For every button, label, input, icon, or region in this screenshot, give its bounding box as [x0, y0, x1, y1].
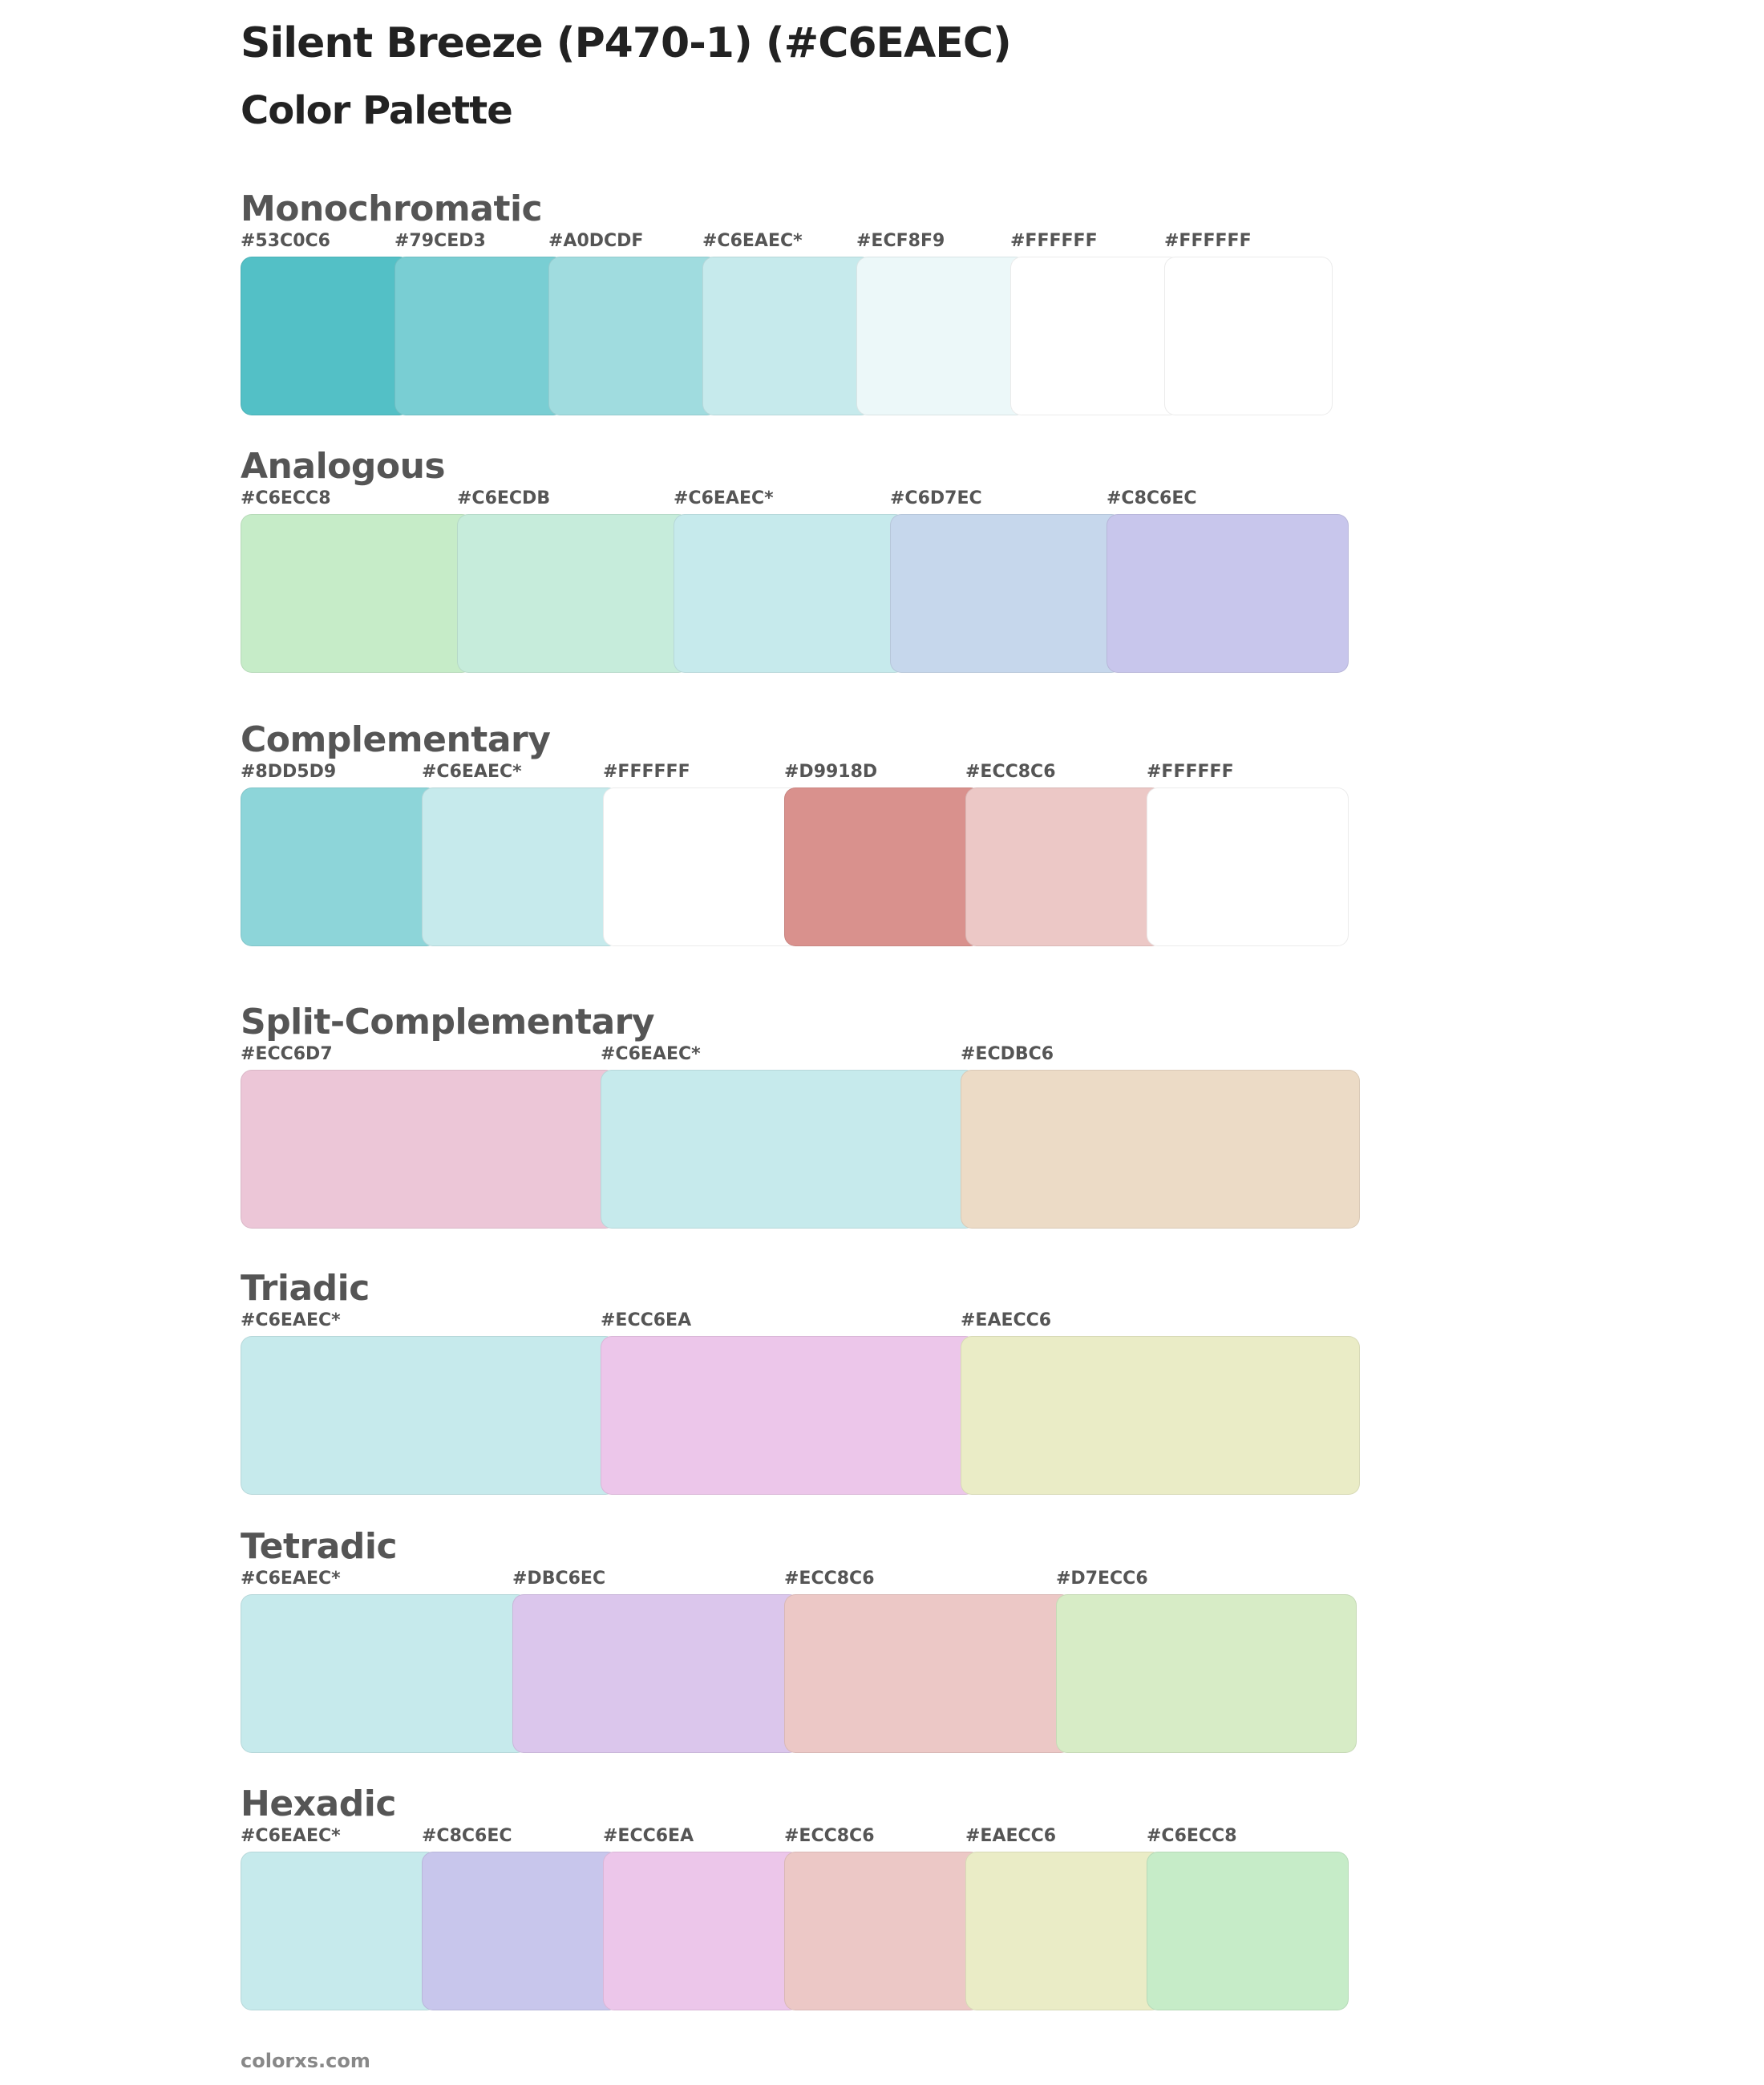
- section-triadic: Triadic #C6EAEC* #ECC6EA #EAECC6: [241, 1269, 1360, 1496]
- swatch-row: [241, 1594, 1357, 1755]
- swatch-hex-label: #FFFFFF: [603, 762, 690, 782]
- swatch-row: [241, 1852, 1349, 2012]
- section-heading: Split-Complementary: [241, 1002, 655, 1042]
- color-swatch[interactable]: [241, 514, 473, 673]
- color-swatch[interactable]: [241, 1336, 617, 1495]
- section-heading: Analogous: [241, 446, 446, 487]
- swatch-hex-label: #ECDBC6: [961, 1044, 1054, 1064]
- section-hexadic: Hexadic #C6EAEC* #C8C6EC #ECC6EA #ECC8C6 #EAE…: [241, 1784, 1349, 2012]
- swatch-hex-label: #C6EAEC*: [241, 1826, 341, 1846]
- color-swatch[interactable]: [241, 1070, 617, 1229]
- color-swatch[interactable]: [856, 257, 1026, 415]
- section-monochromatic: Monochromatic #53C0C6 #79CED3 #A0DCDF #C6EAE…: [241, 189, 1333, 417]
- color-swatch[interactable]: [394, 257, 564, 415]
- swatch-hex-label: #A0DCDF: [548, 231, 644, 251]
- color-swatch[interactable]: [961, 1336, 1360, 1495]
- swatch-labels: #ECC6D7 #C6EAEC* #ECDBC6: [241, 1042, 1360, 1070]
- color-swatch[interactable]: [961, 1070, 1360, 1229]
- swatch-hex-label: #C6EAEC*: [241, 1569, 341, 1589]
- swatch-hex-label: #ECF8F9: [856, 231, 945, 251]
- section-split-complementary: Split-Complementary #ECC6D7 #C6EAEC* #ECDBC…: [241, 1002, 1360, 1230]
- color-swatch[interactable]: [1010, 257, 1180, 415]
- section-heading: Tetradic: [241, 1526, 398, 1567]
- color-swatch[interactable]: [702, 257, 872, 415]
- swatch-hex-label: #C6EAEC*: [241, 1310, 341, 1330]
- swatch-labels: #C6EAEC* #ECC6EA #EAECC6: [241, 1309, 1360, 1336]
- page-title: Silent Breeze (P470-1) (#C6EAEC): [241, 19, 1012, 67]
- section-heading: Monochromatic: [241, 188, 543, 229]
- swatch-hex-label: #D9918D: [784, 762, 878, 782]
- swatch-hex-label: #DBC6EC: [512, 1569, 606, 1589]
- color-swatch[interactable]: [422, 1852, 619, 2010]
- swatch-labels: #C6EAEC* #C8C6EC #ECC6EA #ECC8C6 #EAECC6 #C6E…: [241, 1824, 1349, 1852]
- swatch-row: [241, 1070, 1360, 1230]
- color-swatch[interactable]: [1164, 257, 1333, 415]
- color-swatch[interactable]: [422, 787, 619, 946]
- swatch-hex-label: #ECC8C6: [784, 1826, 875, 1846]
- swatch-hex-label: #C6EAEC*: [674, 488, 774, 508]
- section-heading: Triadic: [241, 1268, 370, 1309]
- swatch-hex-label: #ECC8C6: [784, 1569, 875, 1589]
- swatch-hex-label: #ECC8C6: [965, 762, 1056, 782]
- color-swatch[interactable]: [457, 514, 690, 673]
- footer-site-link[interactable]: colorxs.com: [241, 2050, 370, 2072]
- swatch-hex-label: #C6ECC8: [1147, 1826, 1237, 1846]
- swatch-labels: #53C0C6 #79CED3 #A0DCDF #C6EAEC* #ECF8F9 #FFF…: [241, 229, 1333, 257]
- swatch-hex-label: #C6EAEC*: [422, 762, 522, 782]
- swatch-row: [241, 1336, 1360, 1496]
- section-heading: Complementary: [241, 719, 551, 760]
- color-swatch[interactable]: [1107, 514, 1349, 673]
- section-complementary: Complementary #8DD5D9 #C6EAEC* #FFFFFF #D991…: [241, 720, 1349, 948]
- color-swatch[interactable]: [1147, 1852, 1349, 2010]
- color-swatch[interactable]: [601, 1070, 977, 1229]
- swatch-hex-label: #C6ECC8: [241, 488, 331, 508]
- page-subtitle: Color Palette: [241, 88, 513, 133]
- color-swatch[interactable]: [890, 514, 1123, 673]
- color-swatch[interactable]: [784, 1852, 981, 2010]
- color-swatch[interactable]: [241, 1594, 528, 1753]
- color-swatch[interactable]: [241, 257, 411, 415]
- swatch-hex-label: #ECC6D7: [241, 1044, 333, 1064]
- swatch-hex-label: #FFFFFF: [1147, 762, 1234, 782]
- color-swatch[interactable]: [512, 1594, 800, 1753]
- color-swatch[interactable]: [241, 1852, 438, 2010]
- color-swatch[interactable]: [965, 787, 1163, 946]
- swatch-row: [241, 257, 1333, 417]
- swatch-labels: #C6EAEC* #DBC6EC #ECC8C6 #D7ECC6: [241, 1567, 1357, 1594]
- color-swatch[interactable]: [674, 514, 906, 673]
- swatch-hex-label: #ECC6EA: [603, 1826, 694, 1846]
- swatch-labels: #C6ECC8 #C6ECDB #C6EAEC* #C6D7EC #C8C6EC: [241, 487, 1349, 514]
- color-swatch[interactable]: [965, 1852, 1163, 2010]
- swatch-hex-label: #C6ECDB: [457, 488, 551, 508]
- section-tetradic: Tetradic #C6EAEC* #DBC6EC #ECC8C6 #D7ECC6: [241, 1527, 1357, 1755]
- swatch-labels: #8DD5D9 #C6EAEC* #FFFFFF #D9918D #ECC8C6 #FFF…: [241, 760, 1349, 787]
- color-swatch[interactable]: [548, 257, 718, 415]
- section-analogous: Analogous #C6ECC8 #C6ECDB #C6EAEC* #C6D7EC #C…: [241, 447, 1349, 674]
- swatch-hex-label: #D7ECC6: [1056, 1569, 1148, 1589]
- section-heading: Hexadic: [241, 1783, 396, 1824]
- swatch-hex-label: #EAECC6: [965, 1826, 1057, 1846]
- swatch-hex-label: #8DD5D9: [241, 762, 337, 782]
- swatch-hex-label: #FFFFFF: [1164, 231, 1252, 251]
- color-swatch[interactable]: [784, 787, 981, 946]
- swatch-hex-label: #53C0C6: [241, 231, 330, 251]
- color-swatch[interactable]: [603, 787, 800, 946]
- swatch-hex-label: #FFFFFF: [1010, 231, 1098, 251]
- swatch-hex-label: #C6EAEC*: [601, 1044, 701, 1064]
- color-swatch[interactable]: [784, 1594, 1072, 1753]
- swatch-hex-label: #C6EAEC*: [702, 231, 803, 251]
- color-swatch[interactable]: [601, 1336, 977, 1495]
- swatch-row: [241, 514, 1349, 674]
- color-swatch[interactable]: [1056, 1594, 1357, 1753]
- color-swatch[interactable]: [603, 1852, 800, 2010]
- swatch-hex-label: #C8C6EC: [422, 1826, 512, 1846]
- swatch-hex-label: #C6D7EC: [890, 488, 982, 508]
- color-swatch[interactable]: [241, 787, 438, 946]
- swatch-hex-label: #79CED3: [394, 231, 486, 251]
- swatch-hex-label: #ECC6EA: [601, 1310, 692, 1330]
- swatch-row: [241, 787, 1349, 948]
- swatch-hex-label: #EAECC6: [961, 1310, 1052, 1330]
- color-swatch[interactable]: [1147, 787, 1349, 946]
- swatch-hex-label: #C8C6EC: [1107, 488, 1197, 508]
